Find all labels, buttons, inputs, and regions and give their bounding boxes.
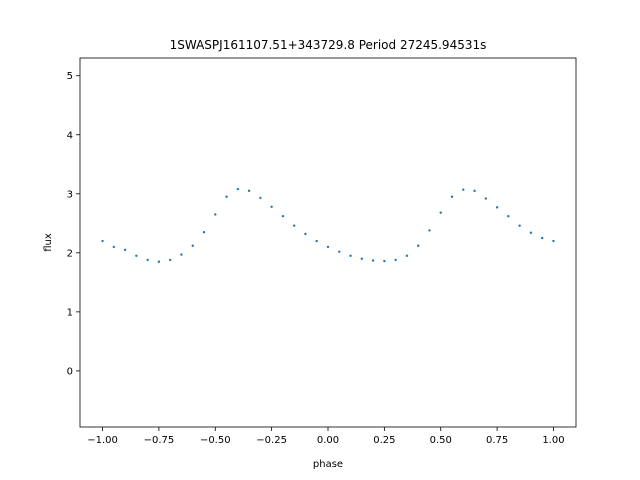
data-point bbox=[146, 258, 149, 262]
data-point bbox=[247, 189, 251, 193]
chart-title: 1SWASPJ161107.51+343729.8 Period 27245.9… bbox=[170, 38, 487, 52]
data-point bbox=[552, 239, 555, 243]
data-point bbox=[349, 254, 352, 257]
data-point bbox=[225, 195, 228, 198]
y-tick-label: 0 bbox=[67, 366, 73, 377]
data-point bbox=[371, 259, 375, 262]
data-point bbox=[338, 250, 341, 253]
data-point bbox=[236, 187, 240, 191]
data-point bbox=[462, 188, 465, 191]
data-point bbox=[191, 244, 194, 247]
data-point bbox=[383, 259, 386, 263]
y-tick-label: 4 bbox=[67, 130, 73, 141]
x-axis-ticks: −1.00 −0.75 −0.50 −0.25 0.00 0.25 0.50 0.75 1.00 bbox=[87, 427, 565, 446]
data-point bbox=[540, 236, 544, 240]
data-point bbox=[529, 231, 533, 234]
x-tick-label: 1.00 bbox=[542, 435, 564, 446]
plot-area-frame bbox=[79, 57, 577, 428]
y-axis-label: flux bbox=[43, 233, 54, 252]
x-tick-label: −0.50 bbox=[200, 435, 231, 446]
data-point bbox=[428, 229, 431, 232]
data-point bbox=[360, 257, 364, 260]
data-point bbox=[202, 230, 206, 234]
data-point bbox=[394, 258, 397, 262]
data-point bbox=[450, 195, 454, 198]
data-point bbox=[281, 215, 285, 218]
data-point bbox=[518, 224, 521, 227]
data-point bbox=[112, 245, 116, 249]
data-point bbox=[507, 215, 510, 218]
y-axis-ticks: 0 1 2 3 4 5 bbox=[67, 71, 80, 377]
x-tick-label: −1.00 bbox=[87, 435, 118, 446]
x-tick-label: 0.00 bbox=[317, 435, 339, 446]
data-point bbox=[214, 213, 217, 216]
data-point bbox=[304, 232, 307, 236]
data-point bbox=[473, 189, 476, 193]
data-point bbox=[315, 239, 318, 243]
x-axis-label: phase bbox=[313, 459, 343, 470]
data-point bbox=[416, 244, 420, 247]
y-tick-label: 1 bbox=[67, 307, 73, 318]
data-point bbox=[439, 211, 442, 214]
x-tick-label: 0.75 bbox=[486, 435, 508, 446]
data-point bbox=[101, 239, 104, 243]
x-tick-label: −0.25 bbox=[256, 435, 287, 446]
data-point bbox=[157, 260, 161, 263]
y-tick-label: 5 bbox=[67, 71, 73, 82]
data-point bbox=[259, 196, 262, 200]
scatter-points bbox=[101, 187, 555, 263]
x-tick-label: 0.50 bbox=[430, 435, 452, 446]
data-point bbox=[168, 258, 172, 262]
data-point bbox=[180, 253, 183, 256]
y-tick-label: 2 bbox=[67, 248, 73, 259]
x-tick-label: −0.75 bbox=[144, 435, 175, 446]
data-point bbox=[484, 197, 488, 200]
x-tick-label: 0.25 bbox=[373, 435, 395, 446]
data-point bbox=[326, 245, 330, 249]
data-point bbox=[405, 254, 409, 257]
data-point bbox=[135, 254, 138, 257]
data-point bbox=[495, 206, 499, 209]
y-tick-label: 3 bbox=[67, 189, 73, 200]
data-point bbox=[292, 224, 296, 227]
data-point bbox=[270, 205, 273, 208]
data-point bbox=[123, 248, 127, 252]
